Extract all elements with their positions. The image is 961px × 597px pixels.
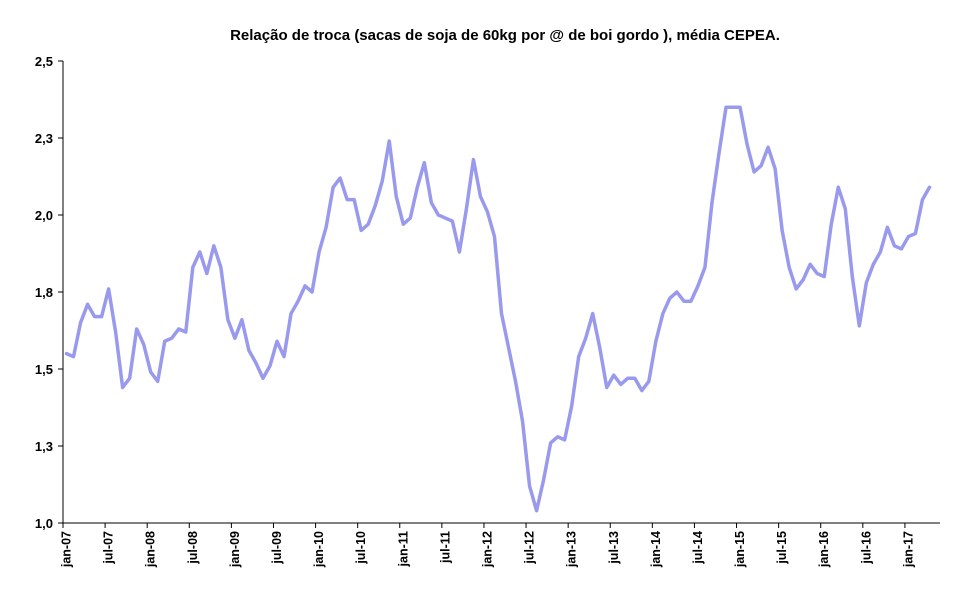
y-tick-label: 2,0 bbox=[35, 208, 53, 223]
x-tick-label: jul-09 bbox=[270, 531, 284, 565]
x-tick-label: jul-08 bbox=[186, 531, 200, 565]
y-tick-label: 1,8 bbox=[35, 285, 53, 300]
x-tick-label: jan-10 bbox=[312, 531, 326, 568]
x-tick-label: jul-16 bbox=[859, 531, 873, 565]
x-axis-ticks: jan-07 jul-07 jan-08 jul-08 jan-09 jul-09 jan-… bbox=[60, 523, 915, 568]
x-tick-label: jul-15 bbox=[775, 531, 789, 565]
x-tick-label: jan-13 bbox=[565, 531, 579, 568]
y-tick-label: 1,0 bbox=[35, 516, 53, 531]
x-tick-label: jan-09 bbox=[228, 531, 242, 568]
axes bbox=[62, 61, 940, 524]
y-tick-label: 2,5 bbox=[35, 54, 53, 69]
x-tick-label: jul-12 bbox=[523, 531, 537, 565]
x-tick-label: jan-16 bbox=[817, 531, 831, 568]
x-tick-label: jul-07 bbox=[102, 531, 116, 565]
x-tick-label: jul-13 bbox=[607, 531, 621, 565]
x-tick-label: jan-17 bbox=[901, 531, 915, 568]
x-tick-label: jan-11 bbox=[396, 531, 410, 567]
chart-title: Relação de troca (sacas de soja de 60kg … bbox=[230, 27, 780, 44]
x-tick-label: jan-07 bbox=[60, 531, 74, 568]
x-tick-label: jul-10 bbox=[354, 531, 368, 565]
y-tick-label: 1,3 bbox=[35, 439, 53, 454]
y-axis-ticks: 1,0 1,3 1,5 1,8 2,0 2,3 2,5 bbox=[35, 54, 63, 531]
x-tick-label: jul-11 bbox=[438, 531, 452, 564]
x-tick-label: jul-14 bbox=[691, 531, 705, 565]
data-points bbox=[66, 107, 930, 511]
x-tick-label: jan-08 bbox=[144, 531, 158, 568]
x-tick-label: jan-15 bbox=[733, 531, 747, 568]
series-line bbox=[64, 105, 932, 513]
x-tick-label: jan-14 bbox=[649, 531, 663, 568]
y-tick-label: 1,5 bbox=[35, 362, 53, 377]
x-tick-label: jan-12 bbox=[480, 531, 494, 568]
y-tick-label: 2,3 bbox=[35, 131, 53, 146]
